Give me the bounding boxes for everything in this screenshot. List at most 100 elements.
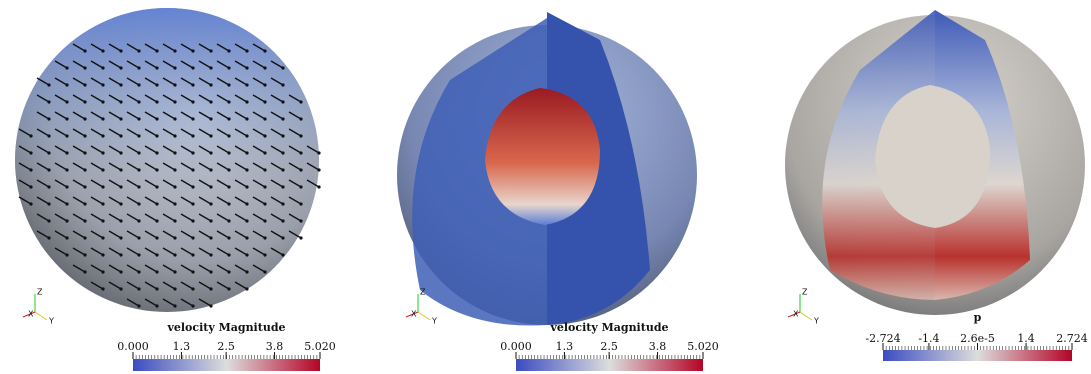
arrow-head bbox=[209, 151, 213, 155]
arrow bbox=[252, 77, 266, 86]
arrow-head bbox=[137, 134, 141, 138]
arrow bbox=[198, 128, 212, 137]
arrow bbox=[270, 60, 284, 69]
arrow-head bbox=[155, 287, 159, 291]
arrow bbox=[90, 230, 104, 239]
arrow-head bbox=[65, 134, 69, 138]
arrow bbox=[54, 128, 68, 137]
arrow bbox=[198, 60, 212, 69]
arrow bbox=[270, 230, 284, 239]
arrow-head bbox=[119, 83, 123, 87]
arrow bbox=[144, 94, 158, 103]
axis-y bbox=[34, 311, 48, 321]
arrow bbox=[216, 77, 230, 86]
arrow bbox=[216, 60, 230, 69]
arrow-head bbox=[173, 253, 177, 257]
arrow bbox=[180, 60, 194, 69]
arrow-head bbox=[191, 270, 195, 274]
arrow bbox=[72, 128, 86, 137]
arrow bbox=[162, 145, 176, 154]
arrow bbox=[216, 213, 230, 222]
arrow-head bbox=[119, 117, 123, 121]
arrow-head bbox=[65, 83, 69, 87]
arrow bbox=[198, 247, 212, 256]
arrow bbox=[126, 247, 140, 256]
arrow bbox=[54, 196, 68, 205]
arrow bbox=[252, 43, 266, 52]
arrow bbox=[18, 162, 32, 171]
arrow bbox=[36, 77, 50, 86]
arrow bbox=[252, 179, 266, 188]
arrow-head bbox=[173, 304, 177, 308]
arrow-head bbox=[137, 100, 141, 104]
arrow bbox=[162, 230, 176, 239]
arrow-head bbox=[317, 168, 321, 172]
arrow bbox=[90, 43, 104, 52]
arrow-head bbox=[245, 134, 249, 138]
arrow-head bbox=[245, 287, 249, 291]
arrow bbox=[36, 230, 50, 239]
arrow bbox=[144, 196, 158, 205]
arrow-head bbox=[83, 253, 87, 257]
arrow-head bbox=[245, 66, 249, 70]
arrow-head bbox=[119, 270, 123, 274]
arrow bbox=[216, 162, 230, 171]
arrow-head bbox=[47, 185, 51, 189]
arrow bbox=[198, 94, 212, 103]
arrow bbox=[144, 77, 158, 86]
arrow bbox=[288, 128, 302, 137]
arrow bbox=[144, 162, 158, 171]
arrow-head bbox=[227, 270, 231, 274]
arrow bbox=[72, 94, 86, 103]
arrow-head bbox=[29, 202, 33, 206]
arrow-head bbox=[137, 236, 141, 240]
arrow bbox=[108, 281, 122, 290]
arrow-head bbox=[83, 219, 87, 223]
arrow-head bbox=[245, 219, 249, 223]
arrow bbox=[234, 264, 248, 273]
arrow-head bbox=[137, 185, 141, 189]
arrow-head bbox=[155, 270, 159, 274]
arrow bbox=[54, 60, 68, 69]
arrow bbox=[198, 179, 212, 188]
arrow bbox=[72, 162, 86, 171]
arrow-head bbox=[119, 287, 123, 291]
arrow bbox=[72, 247, 86, 256]
arrow-head bbox=[191, 83, 195, 87]
arrow-head bbox=[191, 185, 195, 189]
arrow-head bbox=[317, 185, 321, 189]
arrow-head bbox=[209, 100, 213, 104]
arrow bbox=[162, 264, 176, 273]
tick-label: 3.8 bbox=[266, 340, 284, 353]
arrow bbox=[252, 145, 266, 154]
arrow bbox=[234, 77, 248, 86]
arrow bbox=[198, 213, 212, 222]
arrow-head bbox=[281, 83, 285, 87]
arrow-head bbox=[227, 219, 231, 223]
arrow bbox=[270, 145, 284, 154]
arrow-head bbox=[137, 219, 141, 223]
arrow bbox=[216, 264, 230, 273]
arrow bbox=[234, 94, 248, 103]
arrow bbox=[72, 145, 86, 154]
arrow-head bbox=[227, 253, 231, 257]
arrow-head bbox=[191, 253, 195, 257]
arrow-head bbox=[65, 236, 69, 240]
colorbar-title: velocity Magnitude bbox=[166, 321, 285, 334]
axis-label: Z bbox=[420, 288, 426, 297]
arrow bbox=[90, 264, 104, 273]
arrow bbox=[198, 145, 212, 154]
colorbar-title: velocity Magnitude bbox=[549, 321, 668, 334]
arrow bbox=[144, 111, 158, 120]
arrow bbox=[108, 128, 122, 137]
arrow-head bbox=[227, 83, 231, 87]
arrow-head bbox=[155, 49, 159, 53]
arrow bbox=[126, 94, 140, 103]
axis-x bbox=[22, 311, 36, 318]
arrow-head bbox=[173, 236, 177, 240]
arrow-head bbox=[137, 304, 141, 308]
arrow-head bbox=[101, 117, 105, 121]
arrow-head bbox=[227, 49, 231, 53]
arrow-head bbox=[299, 202, 303, 206]
tick-label: 3.8 bbox=[649, 340, 667, 353]
